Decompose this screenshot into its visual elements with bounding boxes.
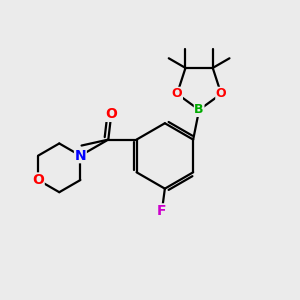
Text: O: O: [216, 87, 226, 101]
Text: O: O: [32, 173, 44, 187]
Text: O: O: [105, 107, 117, 121]
Text: B: B: [194, 103, 204, 116]
Text: O: O: [172, 87, 182, 101]
Text: N: N: [75, 148, 86, 163]
Text: F: F: [157, 204, 167, 218]
